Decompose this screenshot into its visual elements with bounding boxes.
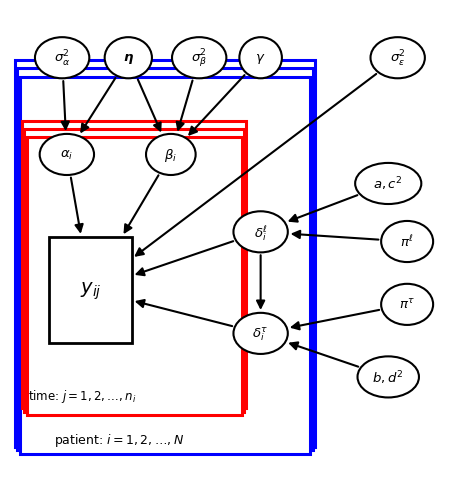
- Text: $b, d^2$: $b, d^2$: [373, 368, 404, 386]
- Ellipse shape: [105, 38, 152, 79]
- Text: $\boldsymbol{\eta}$: $\boldsymbol{\eta}$: [123, 52, 134, 66]
- Bar: [15, 61, 315, 447]
- Bar: [17, 69, 313, 451]
- Bar: [24, 130, 244, 412]
- Ellipse shape: [234, 212, 288, 253]
- Text: $\sigma_{\epsilon}^{2}$: $\sigma_{\epsilon}^{2}$: [390, 48, 406, 69]
- Ellipse shape: [234, 313, 288, 354]
- Ellipse shape: [40, 135, 94, 176]
- Text: $\pi^{\ell}$: $\pi^{\ell}$: [400, 234, 414, 250]
- Ellipse shape: [172, 38, 227, 79]
- Ellipse shape: [239, 38, 282, 79]
- Text: $\gamma$: $\gamma$: [255, 52, 266, 66]
- Bar: [27, 138, 242, 415]
- Text: $\pi^{\tau}$: $\pi^{\tau}$: [399, 298, 415, 312]
- Text: $\delta_i^{\tau}$: $\delta_i^{\tau}$: [252, 325, 269, 343]
- Text: $\beta_i$: $\beta_i$: [164, 147, 177, 164]
- Ellipse shape: [355, 164, 421, 205]
- Text: $\delta_i^{\ell}$: $\delta_i^{\ell}$: [254, 223, 268, 242]
- Bar: [49, 237, 132, 343]
- Text: $\sigma_{\alpha}^{2}$: $\sigma_{\alpha}^{2}$: [54, 48, 70, 69]
- Ellipse shape: [381, 284, 433, 325]
- Ellipse shape: [381, 222, 433, 262]
- Ellipse shape: [357, 357, 419, 398]
- Text: patient: $i = 1, 2, \ldots, N$: patient: $i = 1, 2, \ldots, N$: [54, 432, 184, 449]
- Bar: [19, 77, 310, 454]
- Ellipse shape: [35, 38, 89, 79]
- Text: $a, c^2$: $a, c^2$: [374, 175, 403, 193]
- Text: $\alpha_i$: $\alpha_i$: [60, 149, 73, 162]
- Text: $\sigma_{\beta}^{2}$: $\sigma_{\beta}^{2}$: [191, 47, 207, 70]
- Text: $y_{ij}$: $y_{ij}$: [80, 280, 101, 301]
- Bar: [22, 121, 246, 408]
- Text: time: $j = 1, 2, \ldots, n_i$: time: $j = 1, 2, \ldots, n_i$: [28, 387, 137, 404]
- Ellipse shape: [146, 135, 196, 176]
- Ellipse shape: [371, 38, 425, 79]
